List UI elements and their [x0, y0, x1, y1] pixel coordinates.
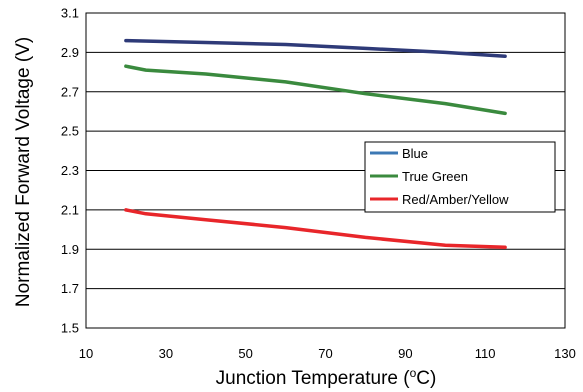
- y-axis-label: Normalized Forward Voltage (V): [13, 37, 34, 307]
- x-tick-label: 30: [159, 346, 173, 361]
- x-tick-label: 90: [398, 346, 412, 361]
- y-tick-label: 2.3: [61, 163, 79, 178]
- legend-label: Red/Amber/Yellow: [402, 192, 509, 207]
- gridlines: [86, 51, 565, 290]
- x-tick-labels: 10 30 50 70 90 110 130: [79, 346, 576, 361]
- x-tick-label: 130: [554, 346, 576, 361]
- y-tick-label: 1.9: [61, 242, 79, 257]
- legend-label: True Green: [402, 169, 468, 184]
- y-tick-label: 2.7: [61, 84, 79, 99]
- x-tick-label: 50: [238, 346, 252, 361]
- x-tick-label: 70: [318, 346, 332, 361]
- series-line-red-amber-yellow: [124, 208, 507, 250]
- legend-label: Blue: [402, 146, 428, 161]
- y-tick-label: 1.5: [61, 321, 79, 336]
- x-axis-label-degree: o: [410, 366, 417, 380]
- plot-area: [85, 12, 566, 329]
- y-tick-label: 1.7: [61, 281, 79, 296]
- x-axis-label-text: Junction Temperature (: [216, 368, 411, 389]
- series-line-true-green: [124, 64, 507, 116]
- legend: Blue True Green Red/Amber/Yellow: [364, 141, 556, 213]
- y-tick-label: 2.1: [61, 202, 79, 217]
- series-line-blue: [124, 38, 507, 59]
- x-tick-label: 10: [79, 346, 93, 361]
- y-tick-label: 2.9: [61, 45, 79, 60]
- y-tick-labels: 1.5 1.7 1.9 2.1 2.3 2.5 2.7 2.9 3.1: [61, 6, 79, 336]
- x-tick-label: 110: [475, 346, 496, 361]
- y-tick-label: 3.1: [61, 6, 79, 21]
- series-lines: [124, 38, 507, 250]
- x-axis-label-unit: C): [416, 368, 436, 389]
- x-axis-label: Junction Temperature (oC): [216, 366, 437, 389]
- y-tick-label: 2.5: [61, 124, 79, 139]
